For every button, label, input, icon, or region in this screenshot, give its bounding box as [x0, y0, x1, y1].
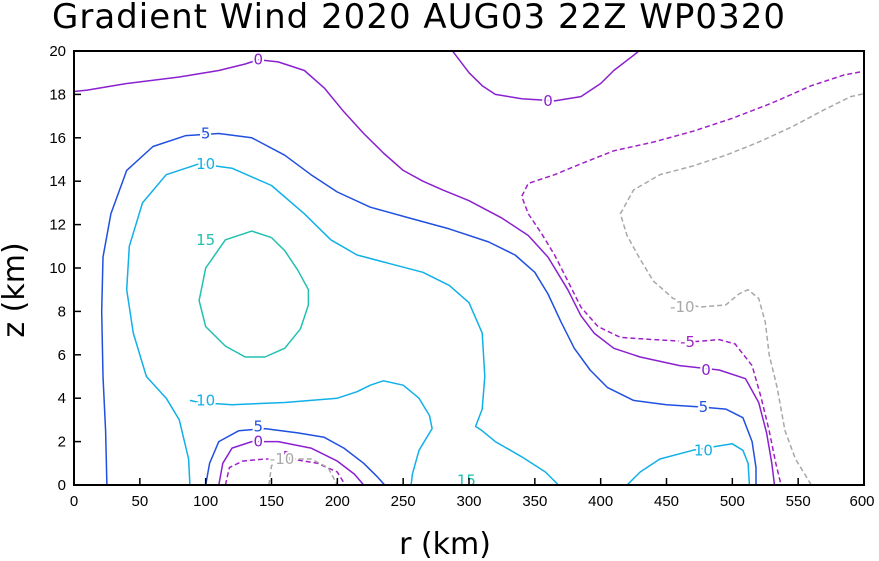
contour-label-1: 0 — [543, 92, 553, 110]
x-tick-label-5: 250 — [391, 493, 416, 510]
y-tick-label-2: 4 — [58, 390, 66, 407]
x-tick-label-7: 350 — [522, 493, 547, 510]
contour-label-13: 0 — [701, 361, 711, 379]
contour-label-15: 10 — [694, 441, 713, 459]
contour-line-5-4 — [204, 427, 386, 485]
contour-label-7: 0 — [254, 433, 264, 451]
y-tick-label-1: 2 — [58, 434, 66, 451]
x-tick-label-0: 0 — [70, 493, 78, 510]
x-tick-label-9: 450 — [654, 493, 679, 510]
x-tick-label-11: 550 — [786, 493, 811, 510]
contour-label-12: -5 — [680, 333, 695, 351]
x-axis-label: r (km) — [399, 527, 491, 561]
contour-line-neg10-12 — [268, 458, 338, 485]
y-tick-label-10: 20 — [49, 43, 66, 60]
x-axis-ticks: 0 50 100 150 200 250 300 350 400 450 500 550 600 — [70, 478, 875, 510]
contour-line-15-8 — [198, 230, 310, 358]
x-tick-label-10: 500 — [720, 493, 745, 510]
y-tick-label-7: 14 — [49, 173, 66, 190]
contour-label-8: -5 — [277, 448, 292, 466]
x-tick-label-4: 200 — [325, 493, 350, 510]
contour-line-neg10-11 — [619, 92, 864, 485]
contour-line-neg5-10 — [224, 458, 346, 485]
y-tick-label-3: 6 — [58, 347, 66, 364]
contour-line-0-1 — [451, 51, 641, 102]
x-tick-label-3: 150 — [259, 493, 284, 510]
contour-label-14: 5 — [699, 398, 709, 416]
y-axis-label: z (km) — [0, 242, 32, 337]
contour-layer — [74, 51, 864, 485]
y-tick-label-5: 10 — [49, 260, 66, 277]
y-tick-label-6: 12 — [49, 217, 66, 234]
contour-label-3: 10 — [196, 155, 215, 173]
y-axis-ticks: 0 2 4 6 8 10 12 14 16 18 20 — [49, 43, 81, 494]
contour-label-11: -10 — [670, 298, 695, 316]
contour-line-10-7 — [626, 443, 751, 485]
contour-line-neg5-9 — [520, 70, 864, 485]
x-tick-label-6: 300 — [456, 493, 481, 510]
contour-line-0-2 — [218, 440, 365, 485]
contour-label-0: 0 — [254, 51, 264, 69]
contour-label-2: 5 — [201, 124, 211, 142]
chart-title: Gradient Wind 2020 AUG03 22Z WP0320 — [52, 0, 786, 37]
x-tick-label-8: 400 — [588, 493, 613, 510]
contour-label-5: 10 — [196, 391, 215, 409]
contour-label-6: 5 — [254, 417, 264, 435]
contour-line-5-3 — [100, 132, 757, 485]
contour-label-9: -10 — [270, 450, 295, 468]
y-tick-label-9: 18 — [49, 86, 66, 103]
x-tick-label-2: 100 — [193, 493, 218, 510]
y-tick-label-8: 16 — [49, 130, 66, 147]
plot-frame — [73, 50, 865, 486]
x-tick-label-12: 600 — [849, 493, 874, 510]
contour-line-10-6 — [189, 380, 433, 485]
contour-label-4: 15 — [196, 231, 215, 249]
x-tick-label-1: 50 — [131, 493, 148, 510]
contour-line-10-5 — [125, 163, 560, 485]
y-tick-label-0: 0 — [58, 477, 66, 494]
contour-label-10: 15 — [457, 472, 476, 490]
y-tick-label-4: 8 — [58, 303, 66, 320]
contour-line-0-0 — [74, 58, 776, 485]
